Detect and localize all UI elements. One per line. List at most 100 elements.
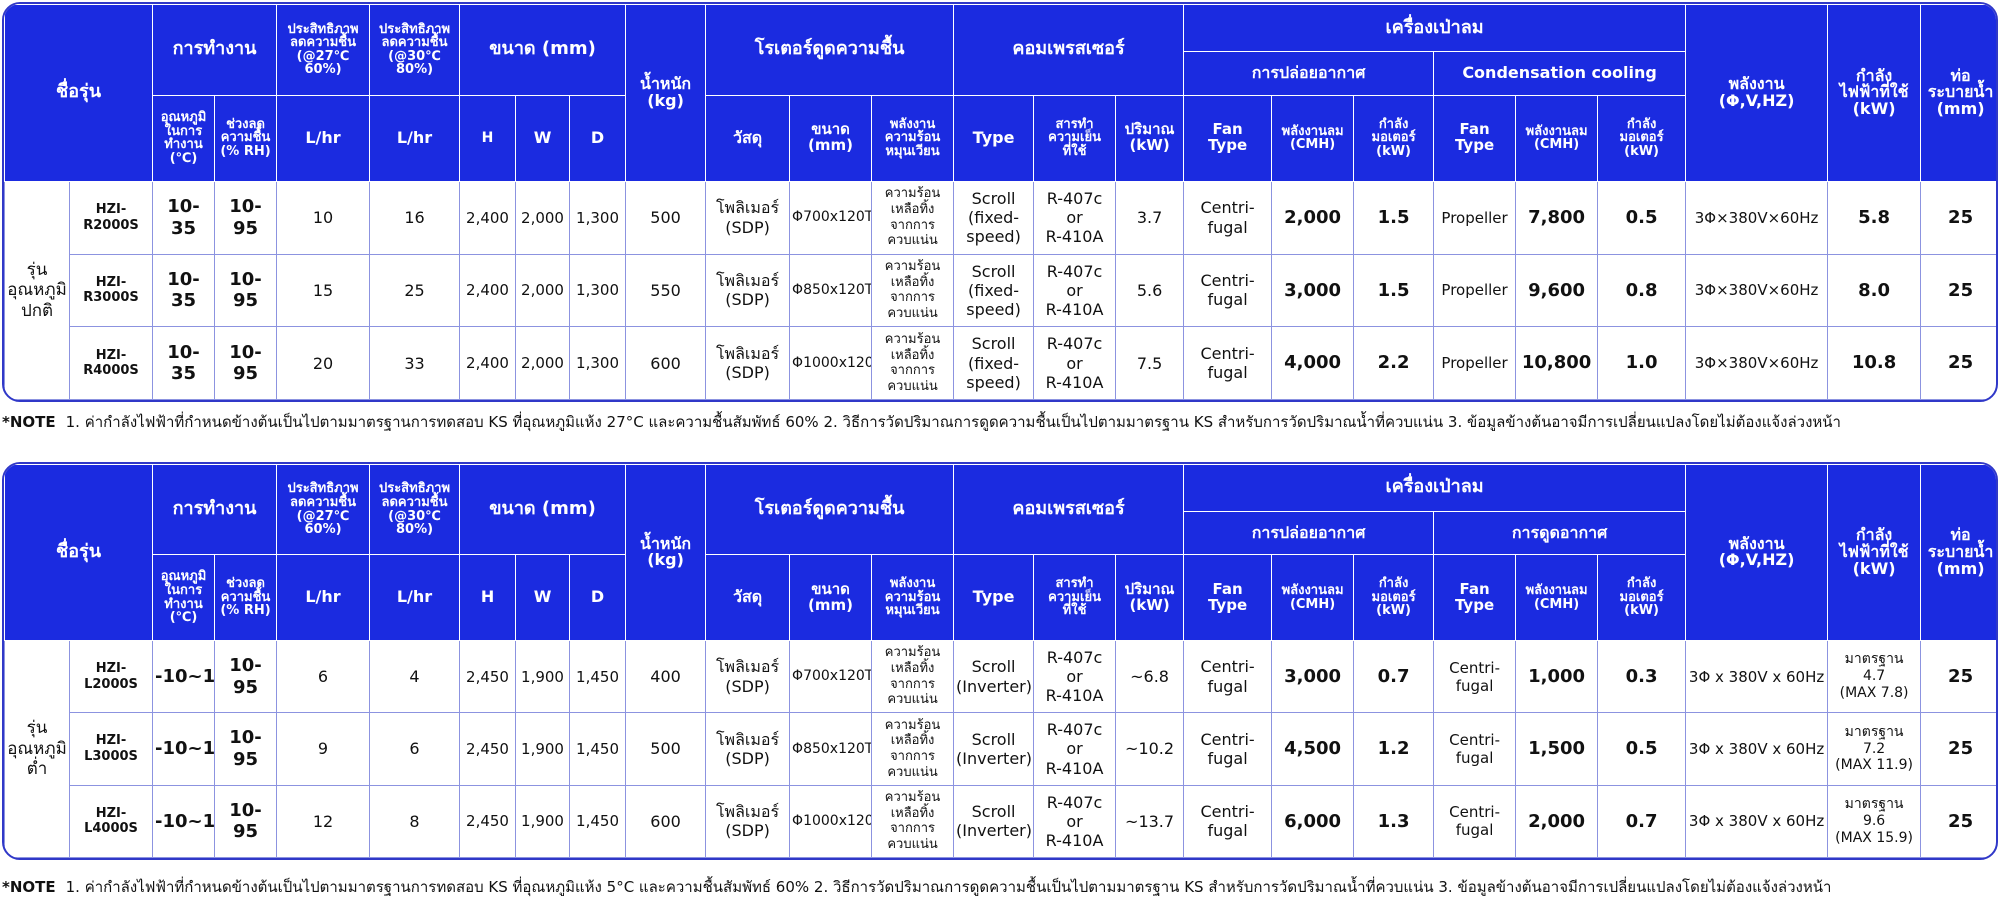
header-efficiency-27c: ประสิทธิภาพ ลดความชื้น (@27℃ 60%) (276, 464, 371, 556)
table-row: HZI-L4000S-10~1510-951282,4501,9001,4506… (5, 784, 1996, 858)
width-cell: 2,000 (515, 253, 571, 328)
comp-amount-cell: ~10.2 (1115, 712, 1185, 786)
motor-power-cell: 0.5 (1597, 712, 1687, 786)
category-cell: รุ่น อุณหภูมิ ต่ำ (4, 639, 70, 858)
efficiency-30c-cell: 16 (369, 180, 461, 255)
weight-cell: 600 (625, 784, 707, 858)
op-range-cell: 10-95 (213, 180, 278, 255)
op-range-cell: 10-95 (213, 784, 278, 858)
motor-power-cell: 0.3 (1597, 639, 1687, 714)
airflow-cell: 1,000 (1515, 639, 1599, 714)
fan-type-cell: Centri- fugal (1433, 712, 1517, 786)
power-supply-cell: 3Φ x 380V x 60Hz (1685, 712, 1829, 786)
note-text: 1. ค่ากำลังไฟฟ้าที่กำหนดข้างต้นเป็นไปตาม… (65, 878, 1832, 896)
efficiency-27c-cell: 9 (276, 712, 371, 786)
op-temp-cell: -10~15 (152, 639, 215, 714)
motor-power-cell: 2.2 (1353, 326, 1435, 400)
header-rotor-material: วัสดุ (705, 94, 791, 182)
header-fan-type: Fan Type (1433, 554, 1517, 641)
power-used-cell: มาตรฐาน 7.2 (MAX 11.9) (1827, 712, 1922, 786)
header-op-temp: อุณหภูมิ ในการ ทำงาน (℃) (152, 554, 215, 641)
refrigerant-cell: R-407c or R-410A (1033, 712, 1117, 786)
fan-type-cell: Centri- fugal (1183, 253, 1273, 328)
motor-power-cell: 1.3 (1353, 784, 1435, 858)
efficiency-27c-cell: 15 (276, 253, 371, 328)
airflow-cell: 10,800 (1515, 326, 1599, 400)
header-motor-power: กำลัง มอเตอร์ (kW) (1597, 94, 1687, 182)
fan-type-cell: Centri- fugal (1183, 784, 1273, 858)
model-cell: HZI-R3000S (69, 253, 153, 328)
header-airflow: พลังงานลม (CMH) (1271, 94, 1355, 182)
table-note: *NOTE 1. ค่ากำลังไฟฟ้าที่กำหนดข้างต้นเป็น… (2, 410, 1841, 434)
op-range-cell: 10-95 (213, 326, 278, 400)
weight-cell: 600 (625, 326, 707, 400)
rotor-material-cell: โพลิเมอร์ (SDP) (705, 639, 791, 714)
fan-type-cell: Centri- fugal (1183, 712, 1273, 786)
rotor-energy-cell: ความร้อน เหลือทิ้ง จากการ ควบแน่น (871, 712, 955, 786)
header-size: ขนาด (mm) (459, 4, 627, 96)
efficiency-27c-cell: 12 (276, 784, 371, 858)
power-supply-cell: 3Φ×380V×60Hz (1685, 253, 1829, 328)
rotor-size-cell: Φ700x120T (789, 639, 873, 714)
model-cell: HZI-R2000S (69, 180, 153, 255)
header-rotor-size: ขนาด (mm) (789, 554, 873, 641)
op-range-cell: 10-95 (213, 639, 278, 714)
airflow-cell: 2,000 (1515, 784, 1599, 858)
power-used-cell: 10.8 (1827, 326, 1922, 400)
motor-power-cell: 0.5 (1597, 180, 1687, 255)
header-operation: การทำงาน (151, 464, 278, 556)
header-blower: เครื่องเป่าลม (1183, 4, 1687, 53)
power-supply-cell: 3Φ x 380V x 60Hz (1685, 639, 1829, 714)
table-row: HZI-R4000S 10-35 10-95 20 33 2,400 2,000 1,300 6… (5, 326, 1996, 400)
airflow-cell: 9,600 (1515, 253, 1599, 328)
header-lhr: L/hr (369, 94, 461, 182)
rotor-energy-cell: ความร้อน เหลือทิ้ง จากการ ควบแน่น (871, 180, 955, 255)
comp-type-cell: Scroll (fixed- speed) (953, 253, 1035, 328)
note-label: *NOTE (2, 413, 56, 431)
header-motor-power: กำลัง มอเตอร์ (kW) (1353, 554, 1435, 641)
op-temp-cell: 10-35 (152, 180, 215, 255)
header-rotor: โรเตอร์ดูดความชื้น (705, 464, 955, 556)
header-fan-type: Fan Type (1183, 94, 1273, 182)
header-model-name: ชื่อรุ่น (4, 4, 153, 182)
weight-cell: 550 (625, 253, 707, 328)
efficiency-27c-cell: 10 (276, 180, 371, 255)
fan-type-cell: Centri- fugal (1183, 180, 1273, 255)
efficiency-30c-cell: 6 (369, 712, 461, 786)
spec-table: ชื่อรุ่น การทำงาน ประสิทธิภาพ ลดความชื้น… (4, 464, 1996, 858)
motor-power-cell: 1.0 (1597, 326, 1687, 400)
comp-type-cell: Scroll (Inverter) (953, 712, 1035, 786)
header-drain-pipe: ท่อ ระบายน้ำ (mm) (1920, 4, 1996, 182)
drain-pipe-cell: 25 (1920, 253, 1996, 328)
rotor-energy-cell: ความร้อน เหลือทิ้ง จากการ ควบแน่น (871, 784, 955, 858)
header-comp-type: Type (953, 554, 1035, 641)
rotor-energy-cell: ความร้อน เหลือทิ้ง จากการ ควบแน่น (871, 326, 955, 400)
fan-type-cell: Propeller (1433, 326, 1517, 400)
drain-pipe-cell: 25 (1920, 784, 1996, 858)
header-refrigerant: สารทำ ความเย็น ที่ใช้ (1033, 554, 1117, 641)
depth-cell: 1,450 (569, 784, 627, 858)
op-temp-cell: 10-35 (152, 326, 215, 400)
rotor-energy-cell: ความร้อน เหลือทิ้ง จากการ ควบแน่น (871, 639, 955, 714)
power-supply-cell: 3Φ x 380V x 60Hz (1685, 784, 1829, 858)
fan-type-cell: Centri- fugal (1433, 639, 1517, 714)
depth-cell: 1,300 (569, 253, 627, 328)
width-cell: 2,000 (515, 180, 571, 255)
height-cell: 2,450 (459, 712, 517, 786)
header-fan-type: Fan Type (1183, 554, 1273, 641)
drain-pipe-cell: 25 (1920, 180, 1996, 255)
model-cell: HZI-R4000S (69, 326, 153, 400)
header-airflow: พลังงานลม (CMH) (1515, 94, 1599, 182)
fan-type-cell: Propeller (1433, 180, 1517, 255)
header-condensation-cooling: Condensation cooling (1433, 51, 1687, 96)
header-comp-amount: ปริมาณ (kW) (1115, 554, 1185, 641)
header-h: H (459, 94, 517, 182)
motor-power-cell: 1.5 (1353, 253, 1435, 328)
weight-cell: 400 (625, 639, 707, 714)
drain-pipe-cell: 25 (1920, 712, 1996, 786)
header-power-used: กำลัง ไฟฟ้าที่ใช้ (kW) (1827, 4, 1922, 182)
spec-table-normal-temp: ชื่อรุ่น การทำงาน ประสิทธิภาพ ลดความชื้น… (2, 2, 1998, 402)
height-cell: 2,450 (459, 784, 517, 858)
header-lhr: L/hr (369, 554, 461, 641)
refrigerant-cell: R-407c or R-410A (1033, 326, 1117, 400)
